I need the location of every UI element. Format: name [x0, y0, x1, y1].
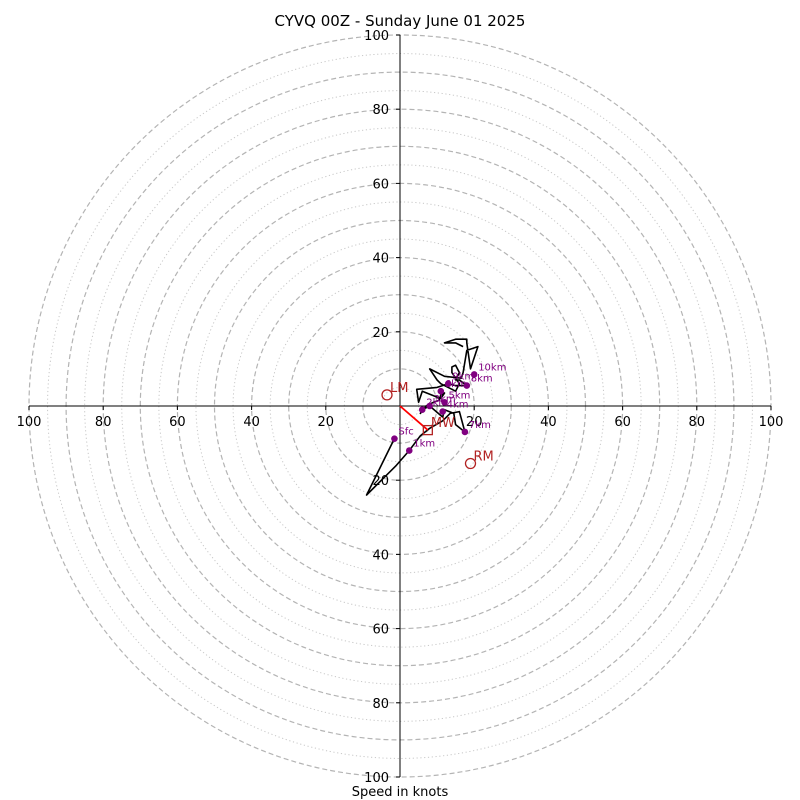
x-tick-label: 80: [95, 415, 112, 430]
height-marker-8km: [463, 382, 471, 389]
x-tick-label: 40: [540, 415, 557, 430]
height-label-9km: 9km: [452, 372, 474, 383]
series-group: [365, 338, 479, 496]
storm-motion-label-RM: RM: [473, 450, 493, 465]
x-tick-label: 100: [759, 415, 784, 430]
height-marker-group: Sfc1km2km3km4km5km6km7km8km9km10km: [391, 362, 506, 454]
y-tick-label: 60: [372, 623, 389, 638]
y-tick-label: 20: [372, 326, 389, 341]
x-tick-label: 100: [17, 415, 42, 430]
x-tick-label: 60: [169, 415, 186, 430]
y-tick-label: 100: [364, 771, 389, 786]
height-marker-6km: [437, 387, 445, 395]
height-marker-5km: [441, 398, 448, 406]
storm-motion-group: LM RM MW: [381, 381, 494, 470]
x-tick-label: 80: [689, 415, 706, 430]
height-marker-1km: [405, 447, 413, 454]
x-tick-label: 40: [243, 415, 260, 430]
height-label-7km: 7km: [469, 420, 491, 431]
height-label-8km: 8km: [471, 374, 493, 385]
height-marker-3km: [426, 402, 433, 410]
chart-title: CYVQ 00Z - Sunday June 01 2025: [275, 12, 526, 30]
y-tick-label: 40: [372, 252, 389, 267]
storm-motion-marker-MW: [422, 424, 433, 436]
height-label-2km: 2km: [426, 398, 448, 409]
height-marker-4km: [439, 408, 446, 415]
y-tick-label: 80: [372, 697, 389, 712]
height-label-10km: 10km: [478, 362, 506, 373]
height-marker-Sfc: [391, 435, 398, 442]
x-tick-label: 60: [614, 415, 631, 430]
storm-motion-label-MW: MW: [431, 416, 455, 431]
height-label-4km: 4km: [447, 400, 469, 411]
x-tick-label: 20: [318, 415, 335, 430]
height-label-6km: 6km: [445, 379, 467, 390]
height-marker-7km: [461, 428, 469, 436]
height-marker-10km: [470, 371, 478, 378]
hodograph-trace-0: [365, 338, 479, 496]
y-tick-label: 60: [372, 177, 389, 192]
storm-motion-marker-RM: [464, 457, 477, 470]
height-label-1km: 1km: [413, 439, 435, 450]
y-tick-label: 100: [364, 29, 389, 44]
x-tick-label: 20: [466, 415, 483, 430]
x-tick-group: 100 80 60 40 20 20 40 60 80 100: [17, 406, 784, 430]
height-marker-9km: [444, 380, 452, 388]
x-axis-label: Speed in knots: [352, 785, 449, 800]
y-tick-label: 80: [372, 103, 389, 118]
height-marker-2km: [418, 406, 426, 414]
storm-motion-marker-LM: [381, 389, 393, 401]
height-label-Sfc: Sfc: [398, 427, 413, 438]
height-label-5km: 5km: [449, 390, 471, 401]
y-tick-label: 40: [372, 548, 389, 563]
storm-motion-label-LM: LM: [390, 381, 408, 396]
